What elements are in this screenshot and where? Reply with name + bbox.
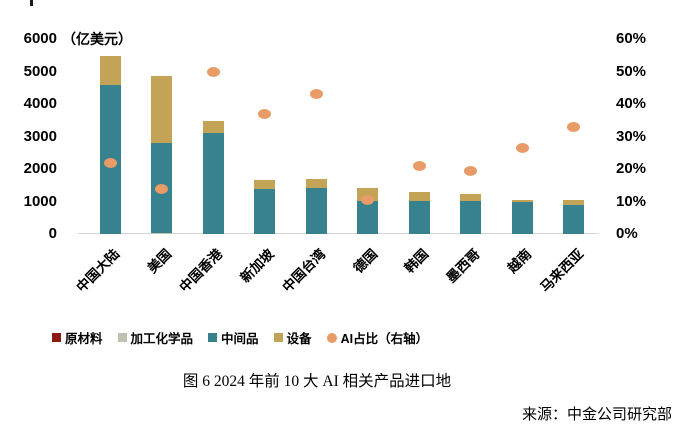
left-axis-tick-label: 2000 — [23, 160, 57, 177]
legend-label: 设备 — [286, 332, 312, 346]
legend-item-加工化学品: 加工化学品 — [117, 328, 194, 347]
right-axis-tick-label: 10% — [616, 192, 647, 210]
ai-share-dot — [309, 89, 323, 100]
bar-segment-中间品 — [202, 133, 224, 234]
right-axis-tick-label: 40% — [616, 95, 647, 112]
bar-segment-设备 — [254, 179, 275, 190]
right-axis-tick-label: 0% — [616, 225, 638, 242]
figure-caption: 图 6 2024 年前 10 大 AI 相关产品进口地 — [182, 373, 452, 390]
ai-share-dot — [464, 165, 477, 176]
right-axis-tick-label: 30% — [616, 127, 647, 145]
category-label: 美国 — [144, 246, 174, 276]
legend-item-AI占比（右轴）: AI占比（右轴） — [326, 328, 429, 347]
source-attribution: 来源：中金公司研究部 — [521, 407, 672, 423]
ai-share-dot — [361, 194, 374, 205]
bar-segment-中间品 — [305, 188, 327, 234]
ai-share-dot — [155, 183, 168, 194]
legend-label: 原材料 — [65, 332, 103, 346]
left-axis-unit-label: （亿美元） — [62, 31, 132, 47]
bar-segment-中间品 — [460, 201, 481, 234]
bar-segment-设备 — [460, 193, 481, 202]
legend-circle-marker — [326, 332, 337, 343]
bar-segment-设备 — [99, 56, 121, 86]
chart-legend: 原材料 加工化学品 中间品 设备 AI占比（右轴） — [52, 328, 428, 347]
bar-segment-中间品 — [563, 204, 584, 234]
ai-share-dot — [103, 157, 117, 168]
bar-segment-加工化学品 — [151, 232, 172, 234]
category-label: 中国台湾 — [279, 246, 329, 295]
category-label: 中国大陆 — [73, 246, 123, 295]
right-axis-tick-label: 60% — [616, 30, 647, 47]
legend-square-marker — [117, 333, 127, 342]
left-axis-tick-label: 1000 — [23, 192, 57, 210]
legend-square-marker — [273, 333, 283, 342]
left-axis-tick-label: 3000 — [23, 127, 57, 145]
ai-share-dot — [206, 66, 220, 77]
category-label: 韩国 — [401, 246, 432, 276]
legend-label: AI占比（右轴） — [340, 332, 429, 346]
ai-share-dot — [515, 142, 529, 153]
left-axis-tick-label: 4000 — [23, 95, 57, 112]
legend-item-原材料: 原材料 — [52, 328, 103, 347]
right-axis-tick-label: 20% — [616, 160, 647, 177]
category-label: 墨西哥 — [443, 246, 483, 286]
ai-share-dot — [258, 108, 271, 119]
legend-label: 中间品 — [221, 332, 259, 346]
bar-segment-中间品 — [254, 189, 275, 234]
legend-label: 加工化学品 — [130, 332, 194, 346]
x-axis-line — [78, 233, 599, 234]
left-axis-tick-label: 5000 — [23, 62, 57, 80]
bar-segment-设备 — [202, 120, 224, 134]
bar-segment-设备 — [151, 76, 172, 144]
legend-square-marker — [52, 333, 61, 342]
bar-segment-设备 — [408, 192, 430, 201]
category-label: 马来西亚 — [537, 246, 586, 295]
bar-segment-中间品 — [511, 202, 533, 234]
ai-share-dot — [412, 160, 426, 171]
bar-segment-设备 — [511, 199, 533, 203]
category-label: 越南 — [504, 246, 535, 276]
left-axis-tick-label: 0 — [48, 225, 57, 242]
ai-share-dot — [567, 121, 580, 132]
left-axis-tick-label: 6000 — [23, 30, 57, 47]
bar-segment-设备 — [305, 179, 327, 189]
category-label: 德国 — [350, 246, 380, 276]
category-label: 新加坡 — [237, 246, 277, 286]
category-label: 中国香港 — [176, 246, 226, 295]
bar-segment-中间品 — [408, 200, 430, 234]
legend-square-marker — [208, 333, 218, 342]
legend-item-设备: 设备 — [273, 328, 312, 347]
right-axis-tick-label: 50% — [616, 62, 647, 80]
cropped-text-artifact — [30, 0, 33, 6]
bar-segment-设备 — [563, 200, 584, 205]
bar-segment-中间品 — [357, 200, 378, 234]
legend-item-中间品: 中间品 — [208, 328, 259, 347]
